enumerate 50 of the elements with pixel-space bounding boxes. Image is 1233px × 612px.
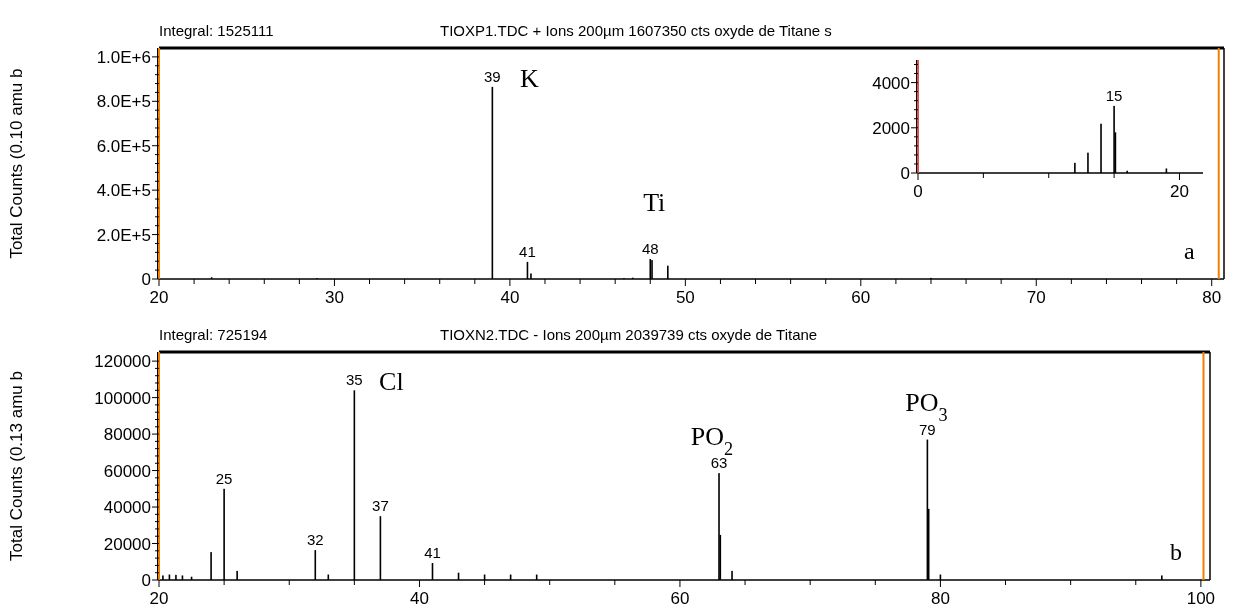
annotation: 15 bbox=[1105, 86, 1123, 104]
y-tick-label: 8.0E+5 bbox=[96, 92, 151, 112]
annotation: 37 bbox=[372, 497, 389, 515]
annotation: b bbox=[1170, 539, 1182, 565]
annotation: 41 bbox=[519, 242, 536, 260]
annotation: 35 bbox=[346, 371, 363, 389]
y-tick-label: 4000 bbox=[872, 73, 910, 93]
x-tick-label: 70 bbox=[1026, 288, 1046, 307]
y-tick-label: 60000 bbox=[103, 461, 151, 481]
x-tick-label: 50 bbox=[675, 288, 695, 307]
y-tick-label: 80000 bbox=[103, 425, 151, 445]
x-tick-label: 60 bbox=[851, 288, 871, 307]
annotation: 63 bbox=[710, 454, 728, 472]
y-tick-label: 0 bbox=[141, 270, 151, 289]
chart-subtitle: Integral: 1525111 bbox=[159, 22, 274, 39]
y-axis-title: Total Counts (0.10 amu b bbox=[7, 68, 26, 259]
chart-subtitle: Integral: 725194 bbox=[159, 326, 268, 343]
y-tick-label: 0 bbox=[141, 571, 151, 590]
x-tick-label: 20 bbox=[1170, 182, 1189, 201]
y-tick-label: 1.0E+6 bbox=[96, 47, 151, 67]
annotation: 48 bbox=[641, 240, 659, 258]
y-tick-label: 100000 bbox=[94, 388, 151, 408]
annotation: 32 bbox=[306, 531, 324, 549]
annotation: Cl bbox=[379, 367, 404, 397]
annotation: 41 bbox=[424, 544, 441, 562]
x-tick-label: 20 bbox=[149, 288, 169, 307]
chart-title: TIOXN2.TDC - Ions 200µm 2039739 cts oxyde de Titane bbox=[440, 326, 818, 343]
y-tick-label: 6.0E+5 bbox=[96, 136, 151, 156]
x-tick-label: 60 bbox=[670, 589, 690, 608]
x-tick-label: 40 bbox=[500, 288, 520, 307]
annotation: K bbox=[519, 63, 539, 93]
y-tick-label: 40000 bbox=[103, 498, 151, 518]
y-tick-label: 2000 bbox=[872, 118, 910, 138]
y-axis-title: Total Counts (0.13 amu b bbox=[7, 371, 26, 561]
y-tick-label: 0 bbox=[900, 164, 910, 183]
x-tick-label: 30 bbox=[324, 288, 344, 307]
chart-title: TIOXP1.TDC + Ions 200µm 1607350 cts oxyde de Titane s bbox=[440, 22, 832, 39]
x-tick-label: 80 bbox=[930, 589, 950, 608]
y-tick-label: 2.0E+5 bbox=[96, 225, 151, 245]
y-tick-label: 120000 bbox=[94, 352, 151, 372]
annotation: Ti bbox=[643, 188, 666, 218]
x-tick-label: 100 bbox=[1186, 589, 1216, 608]
annotation: 25 bbox=[215, 469, 233, 487]
y-tick-label: 20000 bbox=[103, 534, 151, 554]
annotation: a bbox=[1184, 238, 1195, 264]
x-tick-label: 80 bbox=[1202, 288, 1222, 307]
x-tick-label: 40 bbox=[410, 589, 429, 608]
annotation: 39 bbox=[484, 67, 501, 85]
x-tick-label: 20 bbox=[149, 589, 169, 608]
y-tick-label: 4.0E+5 bbox=[96, 181, 151, 201]
